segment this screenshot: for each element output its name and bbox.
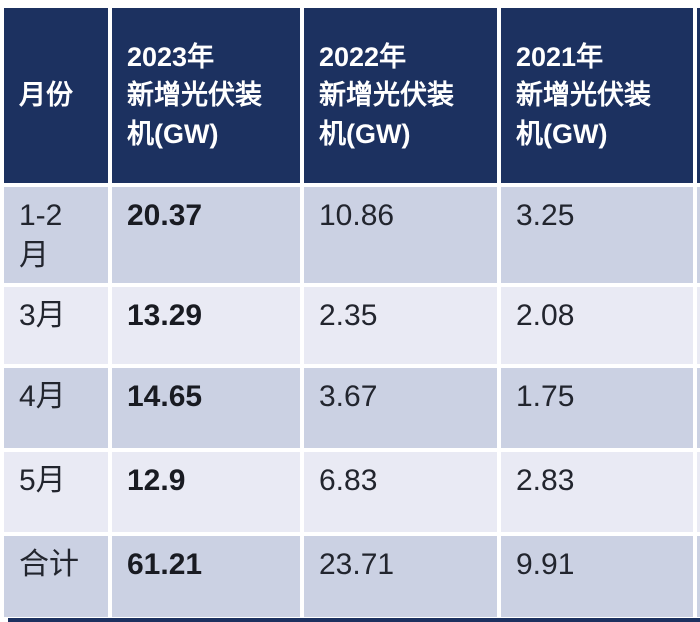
header-2021: 2021年 新增光伏装 机(GW) [501, 8, 693, 183]
row-may-2022: 6.83 [304, 452, 497, 532]
row-jan-feb-2023: 20.37 [112, 187, 300, 283]
row-apr-2022: 3.67 [304, 368, 497, 448]
header-2023: 2023年 新增光伏装 机(GW) [112, 8, 300, 183]
row-may-2021: 2.83 [501, 452, 693, 532]
cropped-next-row-edge [8, 618, 700, 622]
cropped-column-sliver [697, 452, 700, 532]
row-mar-2022: 2.35 [304, 287, 497, 364]
cropped-column-sliver [697, 8, 700, 183]
row-apr-2023: 14.65 [112, 368, 300, 448]
row-apr-month: 4月 [4, 368, 108, 448]
row-mar-2023: 13.29 [112, 287, 300, 364]
row-jan-feb-2021: 3.25 [501, 187, 693, 283]
pv-installation-table: 月份 2023年 新增光伏装 机(GW) 2022年 新增光伏装 机(GW) 2… [4, 8, 700, 617]
row-jan-feb-month: 1-2 月 [4, 187, 108, 283]
header-2022: 2022年 新增光伏装 机(GW) [304, 8, 497, 183]
header-month: 月份 [4, 8, 108, 183]
row-may-2023: 12.9 [112, 452, 300, 532]
row-total-2021: 9.91 [501, 536, 693, 617]
row-may-month: 5月 [4, 452, 108, 532]
cropped-column-sliver [697, 368, 700, 448]
row-total-2022: 23.71 [304, 536, 497, 617]
row-mar-month: 3月 [4, 287, 108, 364]
row-total-month: 合计 [4, 536, 108, 617]
cropped-column-sliver [697, 536, 700, 617]
row-jan-feb-2022: 10.86 [304, 187, 497, 283]
cropped-column-sliver [697, 287, 700, 364]
cropped-column-sliver [697, 187, 700, 283]
row-total-2023: 61.21 [112, 536, 300, 617]
row-mar-2021: 2.08 [501, 287, 693, 364]
row-apr-2021: 1.75 [501, 368, 693, 448]
